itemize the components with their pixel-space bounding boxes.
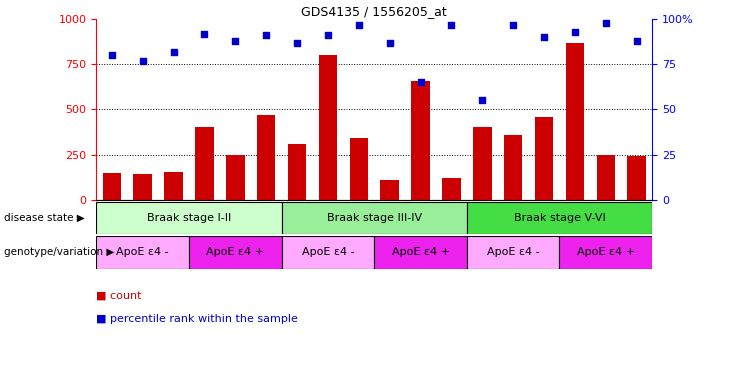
Bar (442, 178, 461, 200)
Bar (282, 202, 467, 234)
Bar (102, 173, 121, 200)
Title: GDS4135 / 1556205_at: GDS4135 / 1556205_at (302, 5, 447, 18)
Bar (628, 156, 646, 200)
Bar (133, 174, 152, 200)
Text: ApoE ε4 +: ApoE ε4 + (391, 247, 450, 258)
Bar (597, 156, 615, 200)
Bar (467, 236, 559, 269)
Point (291, 40, 303, 46)
Bar (282, 236, 374, 269)
Point (384, 40, 396, 46)
Point (199, 31, 210, 37)
Point (136, 58, 148, 64)
Point (322, 32, 333, 38)
Point (415, 79, 427, 86)
Bar (535, 117, 554, 200)
Point (353, 22, 365, 28)
Point (106, 52, 118, 58)
Bar (288, 144, 306, 200)
Bar (565, 43, 584, 200)
Text: Braak stage III-IV: Braak stage III-IV (327, 213, 422, 223)
Bar (380, 180, 399, 200)
Bar (96, 236, 189, 269)
Point (167, 49, 179, 55)
Bar (195, 127, 213, 200)
Text: Braak stage V-VI: Braak stage V-VI (514, 213, 605, 223)
Bar (96, 202, 282, 234)
Bar (226, 155, 245, 200)
Text: ApoE ε4 -: ApoE ε4 - (116, 247, 169, 258)
Bar (374, 236, 467, 269)
Point (569, 29, 581, 35)
Point (507, 22, 519, 28)
Text: disease state ▶: disease state ▶ (4, 213, 84, 223)
Bar (411, 81, 430, 200)
Text: ■ percentile rank within the sample: ■ percentile rank within the sample (96, 314, 298, 324)
Bar (319, 55, 337, 200)
Text: ApoE ε4 +: ApoE ε4 + (206, 247, 265, 258)
Bar (473, 127, 491, 200)
Text: ApoE ε4 +: ApoE ε4 + (576, 247, 635, 258)
Point (600, 20, 612, 26)
Bar (559, 236, 652, 269)
Text: genotype/variation ▶: genotype/variation ▶ (4, 247, 114, 258)
Bar (165, 172, 183, 200)
Point (445, 22, 457, 28)
Bar (350, 138, 368, 200)
Text: ApoE ε4 -: ApoE ε4 - (302, 247, 354, 258)
Point (229, 38, 241, 44)
Bar (189, 236, 282, 269)
Bar (467, 202, 652, 234)
Bar (257, 115, 276, 200)
Bar (504, 135, 522, 200)
Text: ■ count: ■ count (96, 291, 142, 301)
Text: ApoE ε4 -: ApoE ε4 - (487, 247, 539, 258)
Point (538, 34, 550, 40)
Point (631, 38, 642, 44)
Point (476, 98, 488, 104)
Text: Braak stage I-II: Braak stage I-II (147, 213, 231, 223)
Point (260, 32, 272, 38)
